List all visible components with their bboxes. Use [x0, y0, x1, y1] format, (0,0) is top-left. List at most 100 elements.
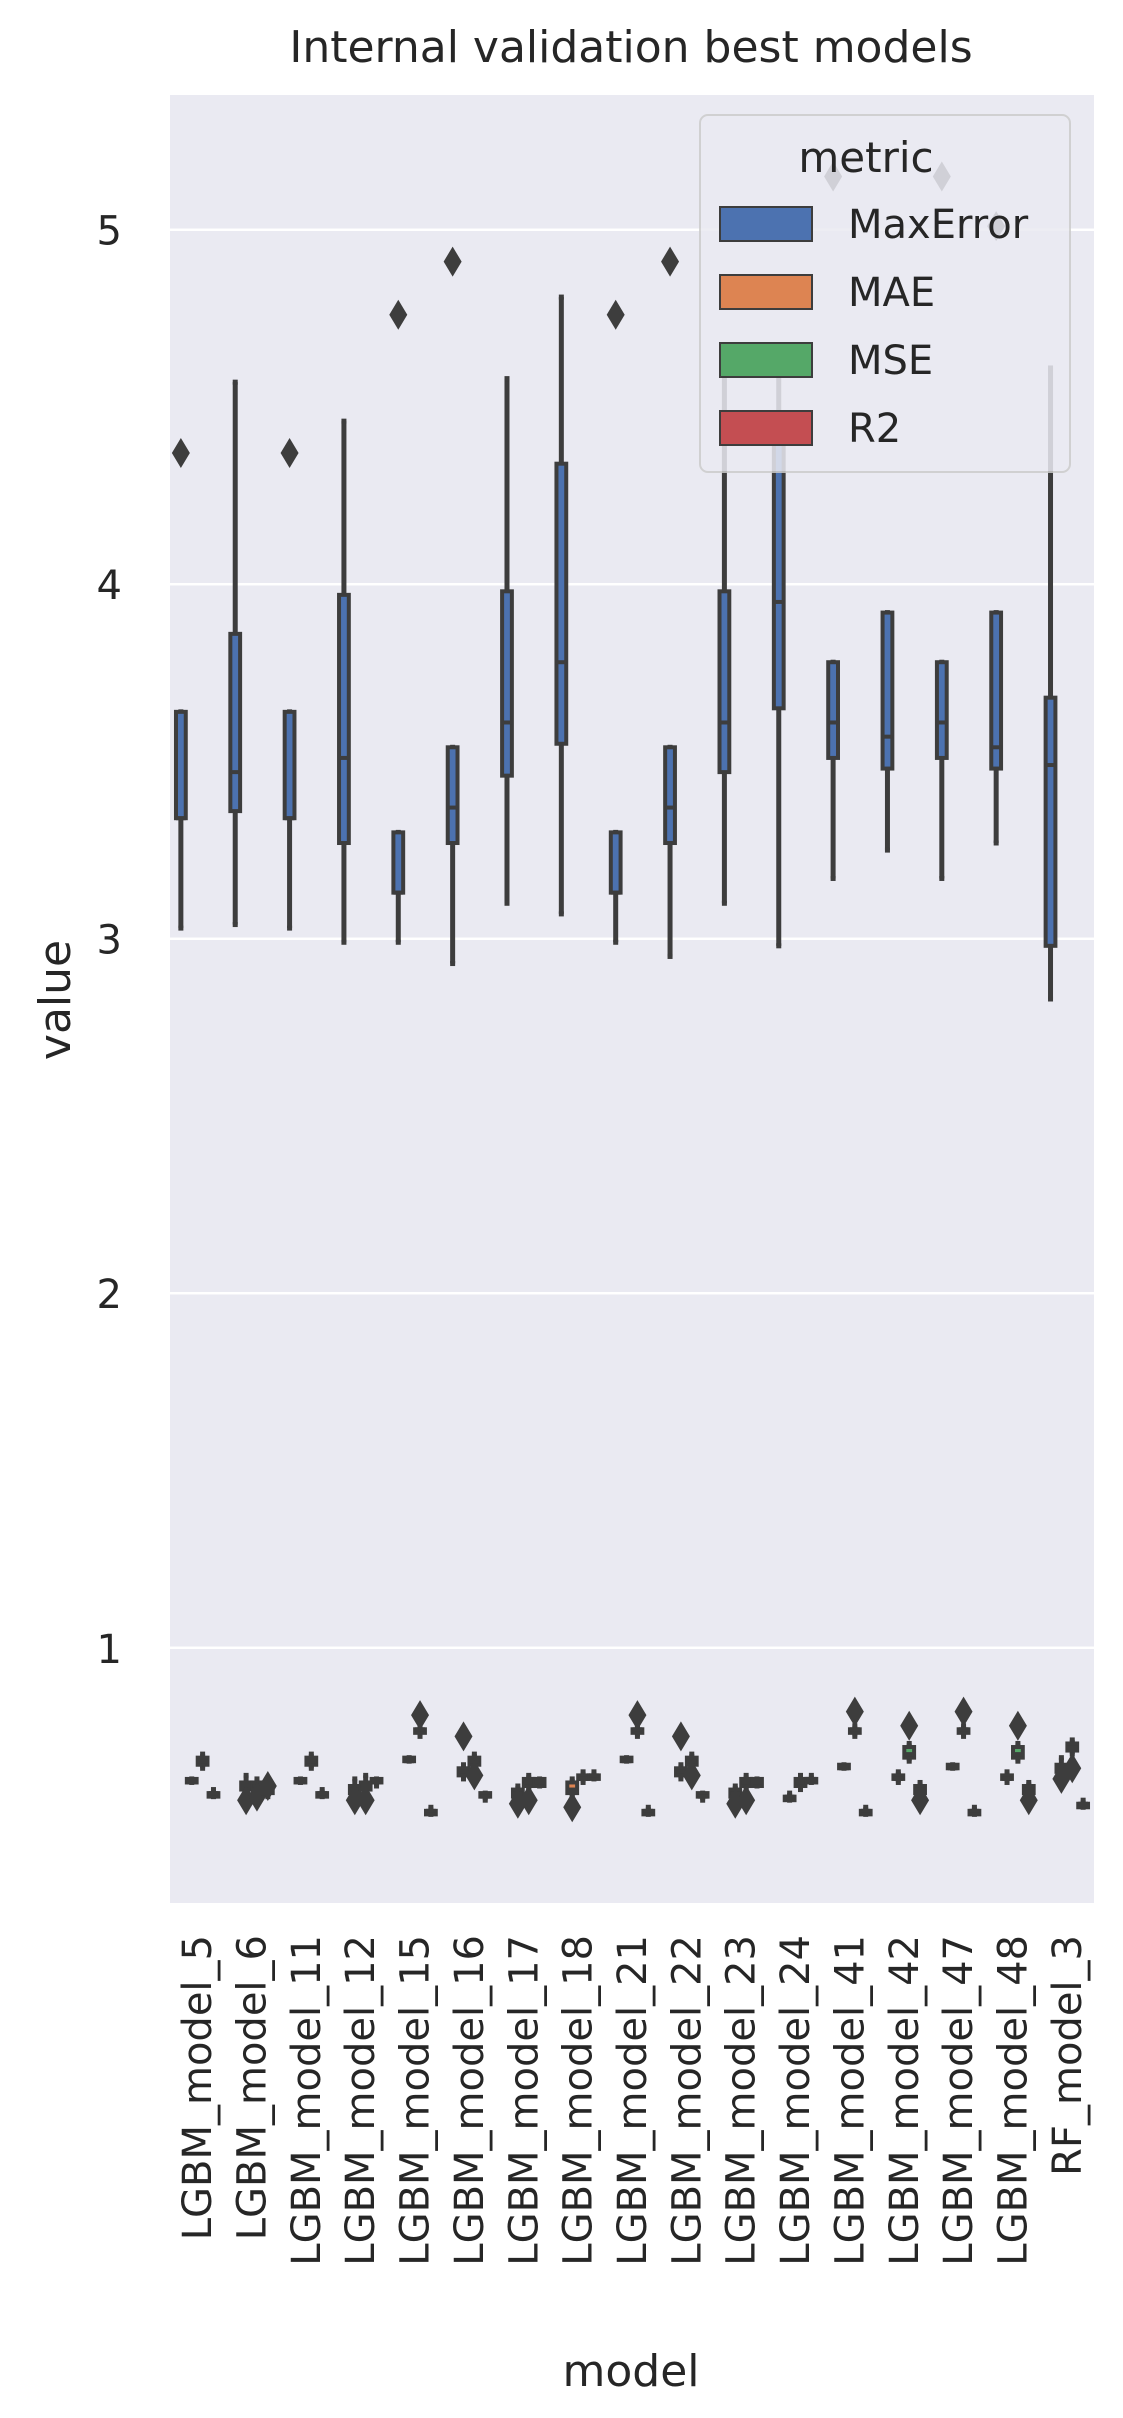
legend-swatch	[719, 274, 813, 310]
box-R2-11	[804, 1772, 819, 1785]
box-MSE-4	[411, 1700, 430, 1739]
x-tick-label: LGBM_model_17	[501, 1935, 547, 2266]
box-MaxError-13	[880, 610, 895, 853]
box-body	[934, 660, 949, 760]
outlier-point	[737, 1785, 756, 1816]
box-MAE-13	[891, 1769, 906, 1785]
x-tick-label: LGBM_model_23	[719, 1935, 765, 2266]
outlier-point	[606, 299, 625, 330]
box-body	[228, 631, 243, 814]
legend-label: MSE	[848, 338, 933, 384]
x-tick-label: LGBM_model_42	[882, 1935, 928, 2266]
x-tick-label: LGBM_model_15	[393, 1935, 439, 2266]
outlier-point	[519, 1785, 538, 1816]
y-tick-label: 5	[97, 209, 122, 255]
x-tick-label: LGBM_model_24	[773, 1935, 819, 2266]
box-MSE-11	[793, 1772, 808, 1793]
x-tick-label: LGBM_model_22	[664, 1935, 710, 2266]
box-MSE-0	[195, 1751, 210, 1771]
outlier-point	[389, 299, 408, 330]
box-MAE-11	[782, 1790, 797, 1803]
x-tick-label: LGBM_model_16	[447, 1935, 493, 2266]
box-R2-12	[858, 1804, 873, 1817]
x-tick-label: LGBM_model_11	[284, 1935, 330, 2266]
y-tick-label: 2	[97, 1272, 122, 1318]
box-R2-1	[258, 1771, 277, 1802]
box-MSE-15	[1008, 1710, 1027, 1764]
box-MaxError-2	[280, 438, 299, 931]
box-body	[880, 610, 895, 771]
box-body	[771, 440, 786, 711]
box-R2-13	[911, 1779, 930, 1816]
x-tick-label: LGBM_model_18	[556, 1935, 602, 2266]
legend-swatch	[719, 410, 813, 446]
legend: metric MaxError MAE MSE R2	[699, 114, 1071, 473]
outlier-point	[1019, 1785, 1038, 1816]
box-body	[989, 610, 1004, 771]
grid-lines	[170, 228, 1094, 1650]
x-tick-label: LGBM_model_6	[230, 1935, 276, 2240]
box-MAE-15	[1000, 1769, 1014, 1785]
box-R2-9	[695, 1790, 710, 1803]
box-body	[445, 745, 460, 846]
box-MaxError-1	[228, 379, 243, 928]
box-MAE-6	[508, 1783, 527, 1819]
box-R2-5	[478, 1790, 493, 1803]
box-MSE-9	[682, 1751, 701, 1791]
outlier-point	[1063, 1753, 1082, 1784]
y-tick-labels: 1 2 3 4 5	[97, 209, 122, 1673]
box-body	[826, 660, 840, 760]
box-MSE-8	[628, 1700, 647, 1739]
box-MaxError-3	[337, 418, 351, 945]
box-MSE-12	[845, 1696, 864, 1739]
box-R2-0	[206, 1787, 221, 1800]
outlier-point	[258, 1771, 277, 1802]
box-R2-16	[1076, 1797, 1091, 1810]
x-tick-label: LGBM_model_21	[610, 1935, 656, 2266]
outlier-point	[1008, 1710, 1027, 1741]
y-tick-label: 4	[97, 563, 122, 609]
outlier-point	[661, 246, 680, 277]
box-R2-10	[750, 1776, 764, 1789]
chart-title: Internal validation best models	[289, 22, 972, 73]
box-MaxError-6	[500, 376, 514, 906]
box-MaxError-0	[171, 438, 190, 931]
box-R2-15	[1019, 1779, 1038, 1816]
y-tick-label: 1	[97, 1627, 122, 1673]
box-body	[554, 461, 569, 746]
outlier-point	[845, 1696, 864, 1727]
box-MAE-7	[563, 1776, 582, 1823]
box-MaxError-5	[443, 246, 462, 967]
box-body	[717, 589, 732, 775]
x-axis-label: model	[562, 2346, 699, 2397]
legend-label: R2	[848, 406, 901, 452]
box-MAE-8	[619, 1755, 634, 1764]
box-MAE-4	[402, 1755, 417, 1764]
outlier-point	[900, 1710, 919, 1741]
outlier-point	[171, 438, 190, 469]
box-MaxError-7	[554, 294, 569, 917]
x-tick-labels: LGBM_model_5 LGBM_model_6 LGBM_model_11 LGB…	[175, 1935, 1091, 2266]
outlier-point	[454, 1721, 473, 1752]
box-body	[500, 589, 514, 778]
x-tick-label: LGBM_model_5	[175, 1935, 221, 2240]
legend-label: MAE	[848, 270, 935, 316]
box-MAE-0	[184, 1776, 199, 1785]
box-MAE-14	[945, 1762, 960, 1771]
outlier-point	[356, 1785, 375, 1816]
outlier-point	[345, 1785, 364, 1816]
box-body	[1043, 695, 1058, 948]
box-MSE-3	[356, 1772, 375, 1816]
box-MaxError-8	[606, 299, 625, 945]
box-MSE-16	[1063, 1737, 1082, 1784]
box-R2-14	[967, 1804, 982, 1817]
box-body	[337, 592, 351, 846]
box-MaxError-9	[661, 246, 680, 959]
legend-frame	[699, 114, 1071, 473]
box-R2-8	[641, 1804, 656, 1817]
outlier-point	[443, 246, 462, 277]
box-body	[173, 709, 188, 821]
box-MSE-2	[304, 1751, 319, 1771]
outlier-point	[465, 1760, 484, 1791]
